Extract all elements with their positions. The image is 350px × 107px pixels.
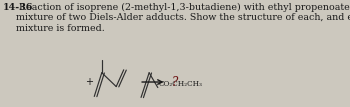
Text: CO₂CH₂CH₃: CO₂CH₂CH₃ (159, 80, 202, 88)
Text: Reaction of isoprene (2-methyl-1,3-butadiene) with ethyl propenoate gives a
mixt: Reaction of isoprene (2-methyl-1,3-butad… (16, 3, 350, 33)
Text: 14-36: 14-36 (3, 3, 34, 12)
Text: ?: ? (172, 76, 178, 88)
Text: +: + (85, 77, 93, 87)
